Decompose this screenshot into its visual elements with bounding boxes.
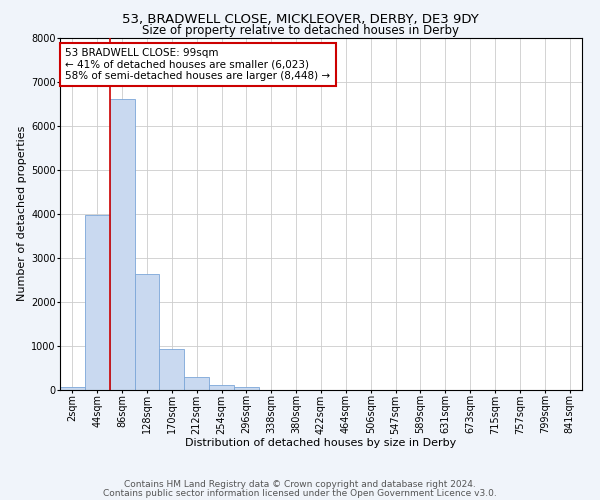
Bar [234, 387, 259, 390]
Text: Contains public sector information licensed under the Open Government Licence v3: Contains public sector information licen… [103, 488, 497, 498]
Text: Contains HM Land Registry data © Crown copyright and database right 2024.: Contains HM Land Registry data © Crown c… [124, 480, 476, 489]
Bar [110, 99, 134, 390]
Bar [209, 385, 234, 390]
X-axis label: Distribution of detached houses by size in Derby: Distribution of detached houses by size … [185, 438, 457, 448]
Text: Size of property relative to detached houses in Derby: Size of property relative to detached ho… [142, 24, 458, 37]
Bar [85, 214, 110, 390]
Bar [184, 377, 209, 390]
Bar [60, 387, 85, 390]
Bar [160, 348, 184, 390]
Text: 53, BRADWELL CLOSE, MICKLEOVER, DERBY, DE3 9DY: 53, BRADWELL CLOSE, MICKLEOVER, DERBY, D… [122, 12, 478, 26]
Y-axis label: Number of detached properties: Number of detached properties [17, 126, 27, 302]
Bar [134, 274, 160, 390]
Text: 53 BRADWELL CLOSE: 99sqm
← 41% of detached houses are smaller (6,023)
58% of sem: 53 BRADWELL CLOSE: 99sqm ← 41% of detach… [65, 48, 331, 82]
